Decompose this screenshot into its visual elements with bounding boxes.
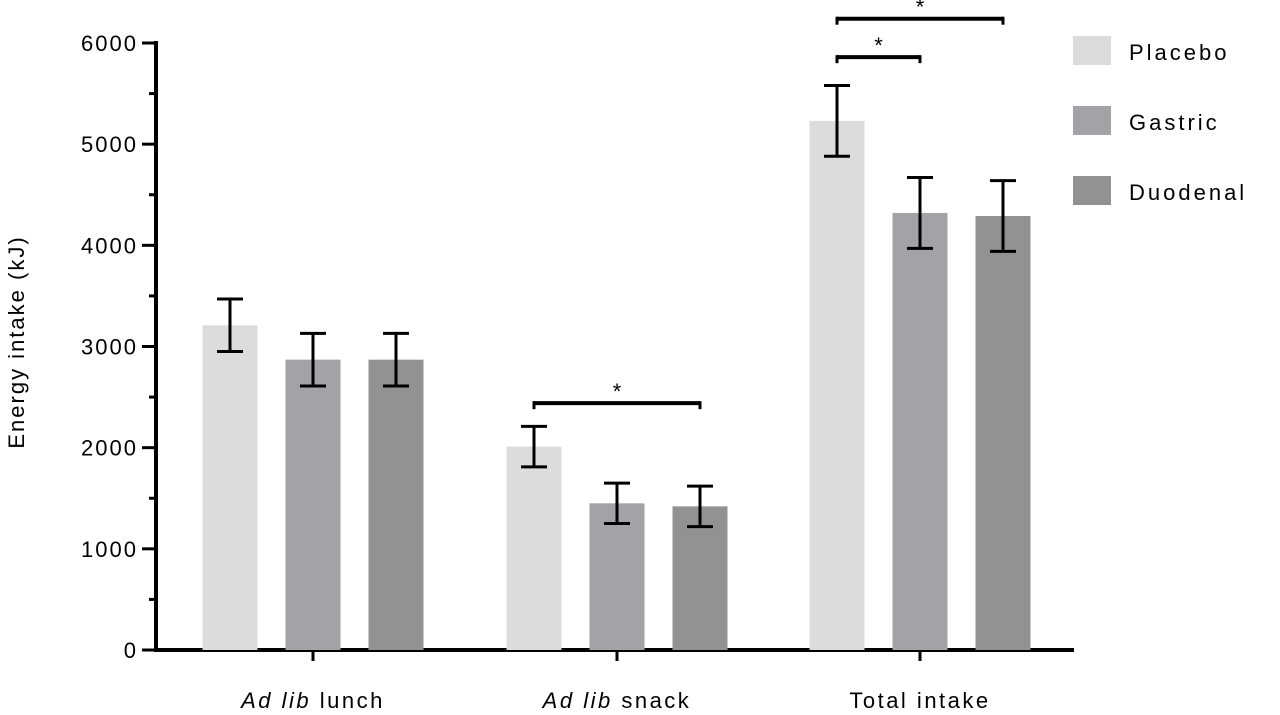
error-bar xyxy=(217,297,243,354)
bar-gastric xyxy=(285,359,341,650)
legend-label: Gastric xyxy=(1129,110,1220,135)
y-axis: 0 1000 2000 3000 4000 5000 6000 xyxy=(81,31,158,663)
error-bar xyxy=(907,176,933,250)
significance-star: * xyxy=(613,379,622,404)
legend-swatch xyxy=(1073,176,1111,205)
y-tick-label: 4000 xyxy=(81,233,138,258)
bar-duodenal xyxy=(368,359,424,650)
y-tick-label: 5000 xyxy=(81,132,138,157)
bar-gastric xyxy=(589,503,645,650)
y-axis-title: Energy intake (kJ) xyxy=(4,235,29,448)
error-bar xyxy=(990,179,1016,253)
bar-duodenal xyxy=(975,215,1031,650)
bar-gastric xyxy=(892,212,948,650)
bar-placebo xyxy=(202,325,258,650)
legend-swatch xyxy=(1073,36,1111,65)
bar-placebo xyxy=(506,446,562,650)
error-bar xyxy=(383,331,409,388)
y-tick-label: 0 xyxy=(124,638,138,663)
legend-swatch xyxy=(1073,106,1111,135)
x-category-label: Total intake xyxy=(849,688,990,713)
legend-item-duodenal: Duodenal xyxy=(1073,176,1247,205)
legend-item-placebo: Placebo xyxy=(1073,36,1230,65)
significance-bracket: * xyxy=(532,379,702,410)
significance-star: * xyxy=(874,33,883,58)
bars xyxy=(202,120,1031,651)
x-axis: Ad lib lunch Ad lib snack Total intake xyxy=(154,648,1074,713)
y-tick-label: 2000 xyxy=(81,436,138,461)
y-tick-label: 1000 xyxy=(81,537,138,562)
bar-placebo xyxy=(809,120,865,651)
y-tick-label: 3000 xyxy=(81,335,138,360)
x-category-label: Ad lib lunch xyxy=(239,688,385,713)
legend-label: Placebo xyxy=(1129,40,1230,65)
error-bar xyxy=(521,424,547,469)
legend-label: Duodenal xyxy=(1129,180,1247,205)
significance-star: * xyxy=(916,0,925,20)
error-bar xyxy=(687,484,713,529)
error-bars xyxy=(217,83,1016,529)
significance-bracket: * xyxy=(835,33,922,64)
bar-duodenal xyxy=(672,506,728,650)
y-tick-label: 6000 xyxy=(81,31,138,56)
legend-item-gastric: Gastric xyxy=(1073,106,1220,135)
significance-bracket: * xyxy=(835,0,1005,25)
legend: Placebo Gastric Duodenal xyxy=(1073,36,1247,205)
error-bar xyxy=(604,481,630,526)
error-bar xyxy=(824,83,850,158)
x-category-label: Ad lib snack xyxy=(541,688,692,713)
error-bar xyxy=(300,331,326,388)
significance-brackets: * * * xyxy=(532,0,1005,410)
